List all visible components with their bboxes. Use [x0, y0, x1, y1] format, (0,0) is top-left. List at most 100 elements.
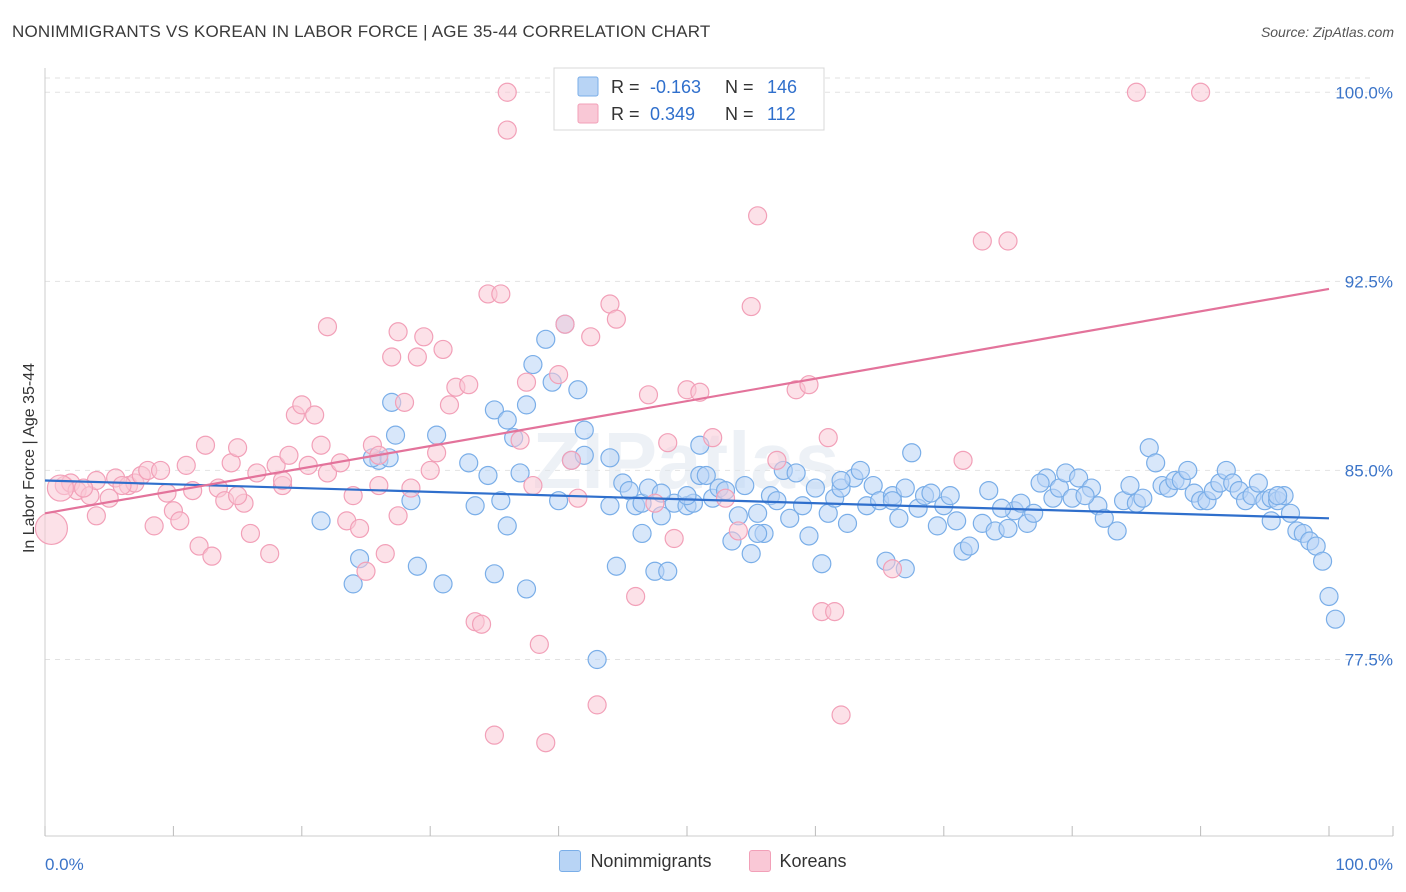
data-point — [510, 430, 530, 450]
data-point — [439, 395, 460, 415]
series-koreans — [34, 82, 1211, 753]
chart-title: NONIMMIGRANTS VS KOREAN IN LABOR FORCE |… — [12, 22, 711, 41]
data-point — [478, 465, 498, 486]
data-point — [433, 339, 453, 360]
axes — [44, 68, 1394, 837]
data-point — [46, 474, 75, 502]
legend-n-value: 146 — [767, 77, 797, 97]
data-point — [311, 511, 331, 531]
data-point — [979, 480, 999, 501]
data-point — [427, 425, 447, 445]
data-point — [947, 511, 967, 531]
legend-top: R = -0.163 N = 146 R = 0.349 N = 112 — [553, 67, 825, 131]
data-point — [510, 463, 530, 483]
data-point — [626, 586, 646, 607]
y-axis-label: In Labor Force | Age 35-44 — [21, 363, 38, 553]
data-point — [741, 544, 761, 564]
data-point — [581, 327, 601, 347]
data-point — [780, 508, 800, 528]
data-point — [1094, 508, 1114, 528]
data-point — [1107, 521, 1127, 541]
data-point — [850, 460, 870, 481]
legend-swatch-nonimmigrants — [559, 850, 582, 872]
legend-r-label: R = — [611, 77, 640, 97]
data-point — [150, 460, 171, 481]
data-point — [818, 428, 838, 448]
x-tick-labels: 0.0% 100.0% — [45, 855, 1393, 874]
data-point — [548, 365, 569, 385]
gridlines — [45, 77, 1374, 661]
data-point — [748, 206, 768, 226]
data-point — [497, 516, 517, 536]
data-point — [703, 428, 723, 448]
data-point — [34, 511, 69, 546]
data-point — [568, 488, 588, 508]
x-tick-label: 0.0% — [45, 855, 84, 874]
data-point — [972, 231, 992, 251]
data-point — [523, 354, 543, 375]
data-point — [927, 516, 947, 536]
data-point — [825, 602, 845, 622]
data-point — [484, 400, 504, 420]
data-point — [369, 475, 389, 496]
data-point — [491, 284, 511, 304]
data-point — [600, 448, 620, 468]
data-point — [176, 455, 196, 475]
data-point — [1120, 475, 1140, 496]
data-point — [247, 463, 267, 483]
data-point — [433, 574, 453, 594]
data-point — [471, 614, 492, 634]
legend-n-value: 112 — [767, 104, 796, 124]
data-point — [228, 438, 248, 458]
x-tick-label: 100.0% — [1335, 855, 1393, 874]
data-point — [516, 579, 537, 599]
data-point — [998, 231, 1018, 251]
data-point — [112, 475, 132, 496]
legend-item-koreans: Koreans — [748, 850, 847, 872]
data-point — [394, 392, 415, 412]
data-point — [240, 523, 261, 544]
data-point — [388, 322, 408, 342]
data-point — [728, 521, 748, 541]
trendlines — [44, 287, 1330, 520]
data-point — [600, 496, 620, 516]
y-tick-label: 100.0% — [1335, 83, 1393, 102]
data-point — [940, 486, 960, 506]
data-point — [465, 496, 485, 516]
data-point — [767, 450, 787, 470]
data-point — [279, 445, 299, 465]
data-point — [491, 491, 511, 511]
data-point — [1190, 82, 1211, 102]
data-point — [195, 435, 216, 455]
y-tick-labels: 77.5% 85.0% 92.5% 100.0% — [1335, 83, 1393, 669]
data-point — [831, 705, 851, 725]
data-point — [1261, 511, 1281, 531]
data-point — [664, 528, 684, 549]
data-point — [292, 395, 312, 415]
data-point — [388, 506, 408, 526]
data-point — [574, 420, 594, 440]
data-point — [715, 488, 736, 508]
data-point — [895, 478, 915, 498]
legend-swatch-nonimmigrants — [577, 76, 599, 97]
data-point — [741, 296, 761, 317]
data-point — [189, 536, 209, 556]
data-point — [497, 82, 517, 102]
data-point — [407, 556, 427, 576]
data-point — [1280, 503, 1301, 523]
data-point — [375, 544, 395, 564]
data-point — [459, 453, 479, 473]
data-point — [658, 433, 678, 453]
data-point — [414, 327, 434, 347]
data-point — [587, 649, 607, 670]
data-point — [516, 395, 537, 415]
data-point — [228, 486, 248, 506]
data-point — [1069, 468, 1089, 488]
data-point — [882, 491, 903, 511]
data-point — [73, 478, 94, 498]
trend-line — [44, 287, 1330, 515]
data-point — [1319, 586, 1339, 607]
legend-swatch-koreans — [748, 850, 771, 872]
data-point — [959, 536, 980, 556]
